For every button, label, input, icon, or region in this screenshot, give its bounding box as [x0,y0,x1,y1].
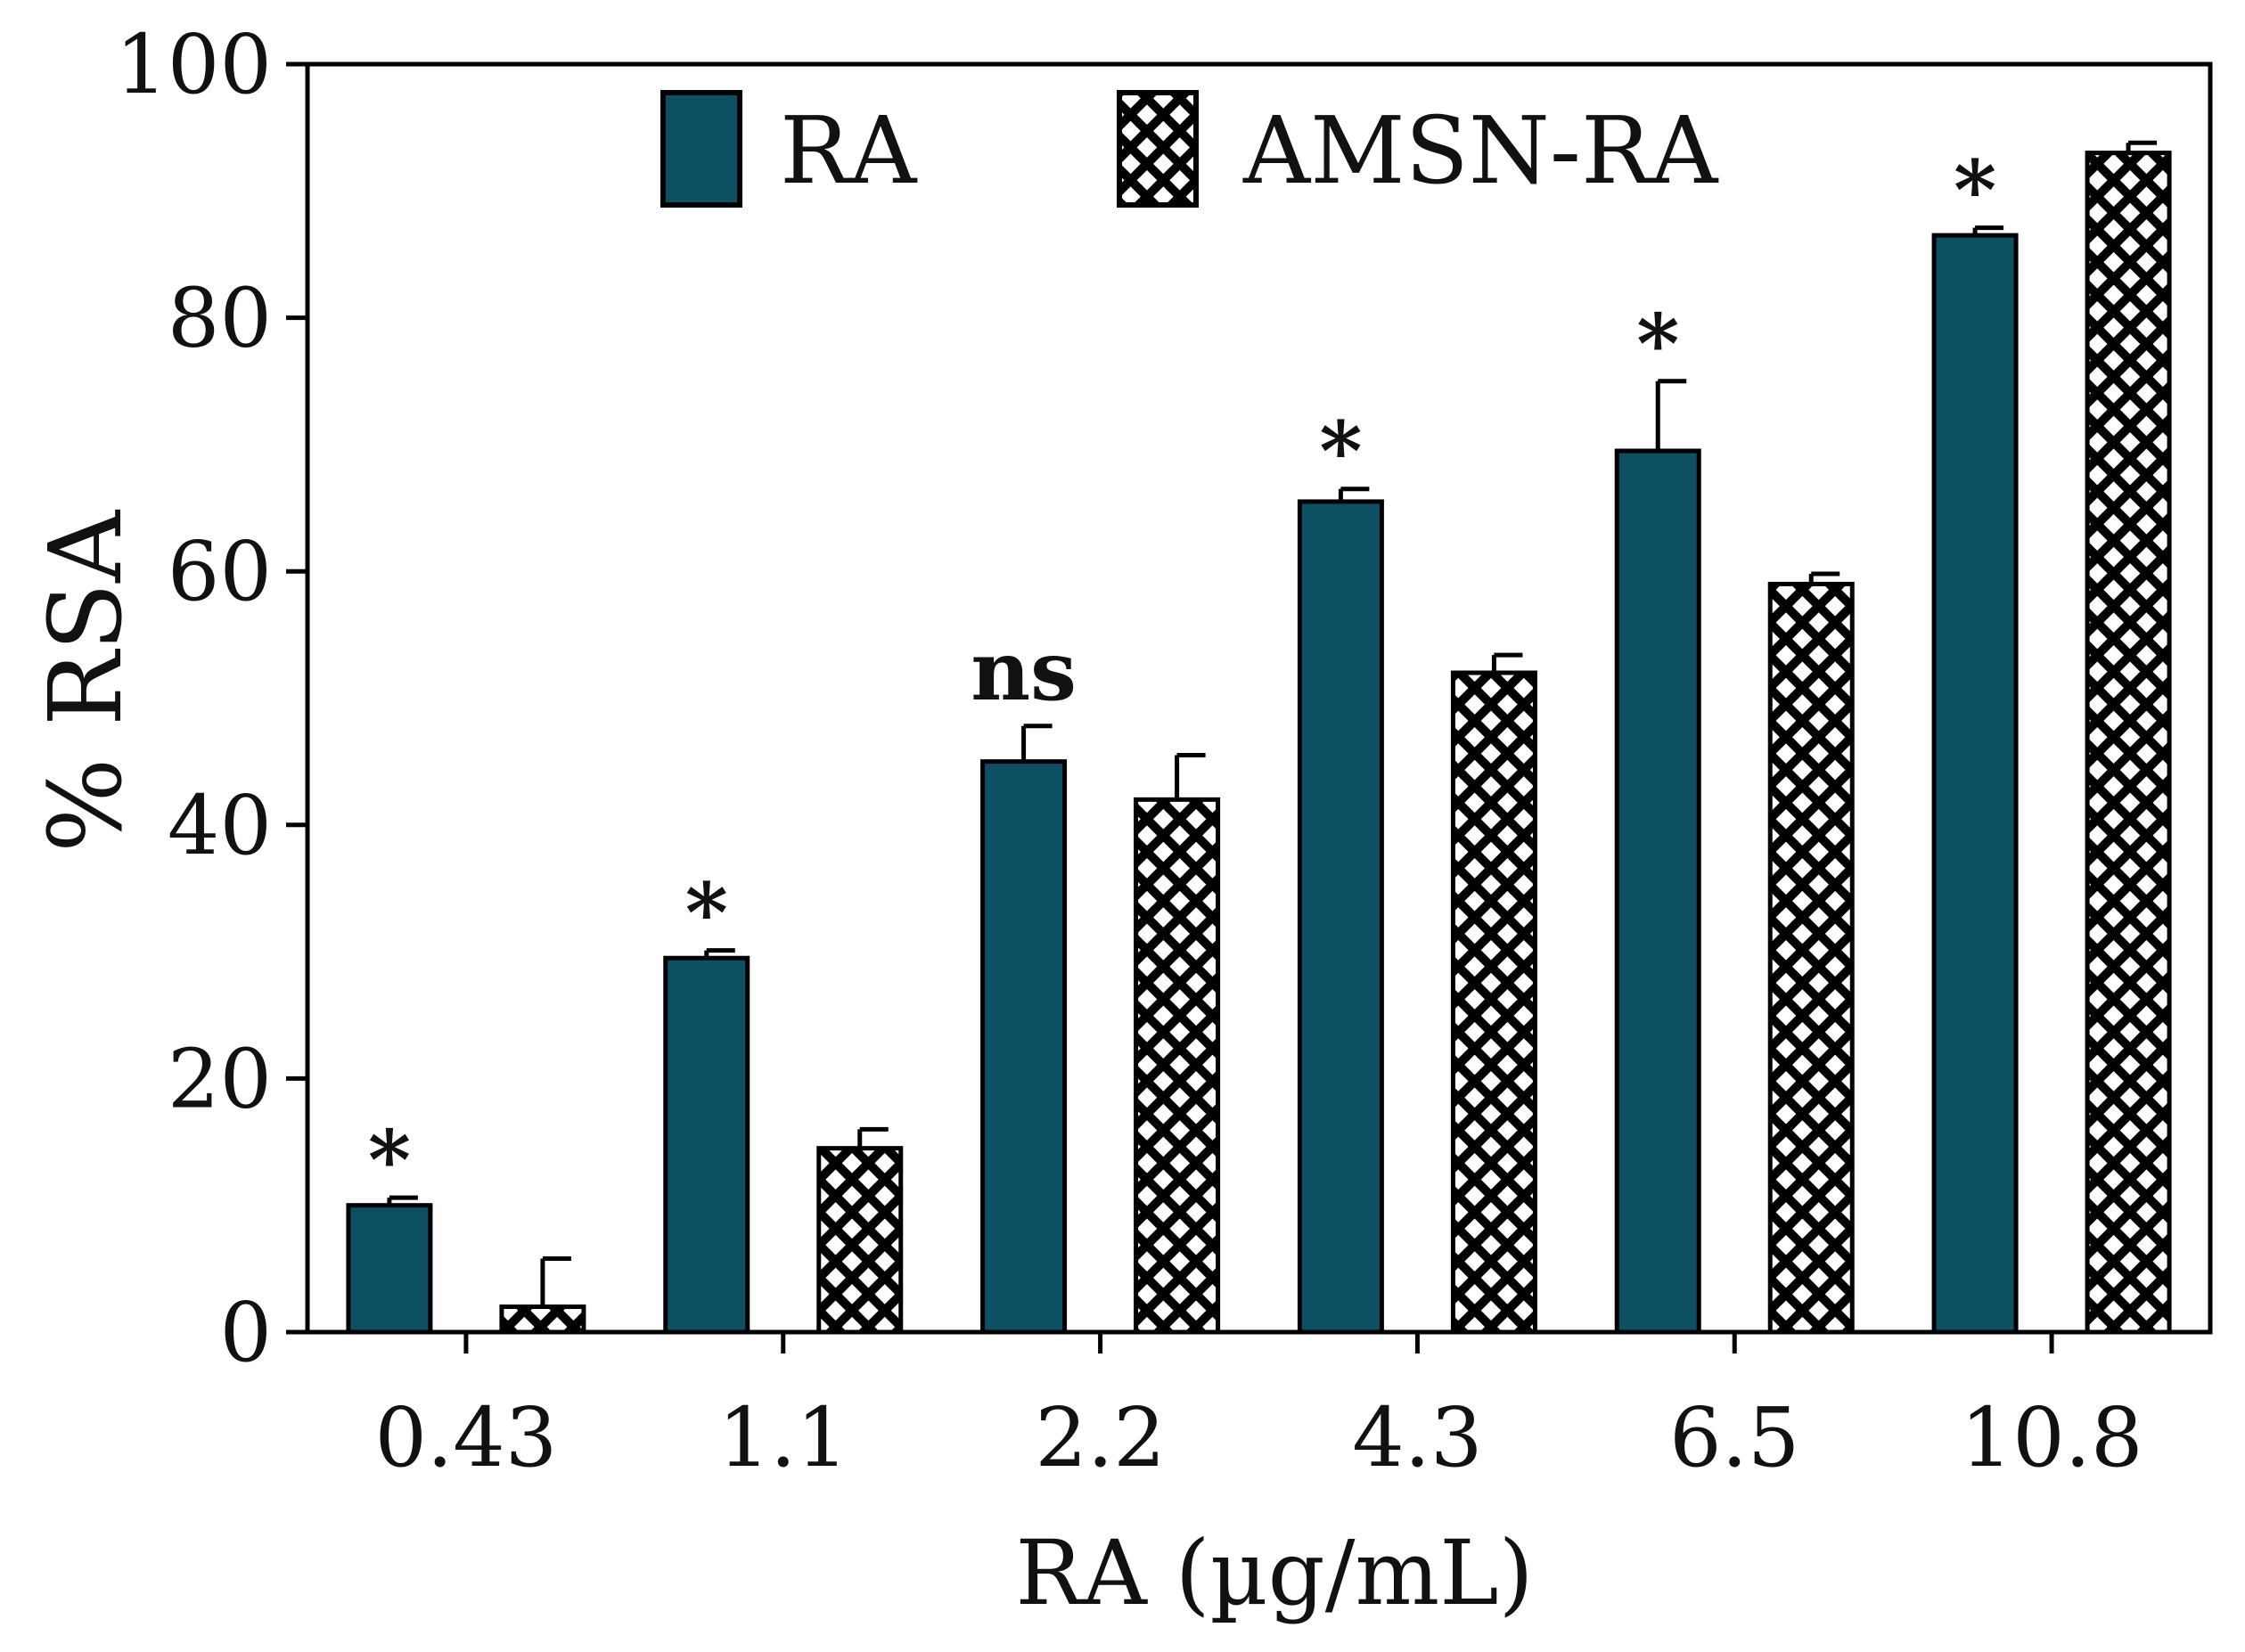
x-axis-title: RA (µg/mL) [1015,1521,1533,1625]
legend: RA AMSN-RA [660,90,1719,208]
bar-ra [1614,448,1701,1335]
bar-ra [346,1203,433,1335]
y-tick-label: 0 [219,1285,272,1380]
legend-swatch-ra [660,90,742,208]
significance-label: * [1954,143,1996,239]
bar-amsn-ra [1767,581,1855,1335]
bar-amsn-ra [816,1146,904,1335]
legend-label-ra: RA [780,96,918,205]
bar-ra [980,759,1068,1335]
x-tick-label: 0.43 [374,1390,557,1485]
y-axis-title: % RSA [29,510,144,853]
significance-label: * [1636,296,1679,392]
bar-amsn-ra [2085,151,2172,1335]
x-tick-label: 1.1 [718,1390,848,1485]
bar-amsn-ra [1134,797,1221,1335]
x-tick-label: 10.8 [1961,1390,2143,1485]
significance-label: * [1319,404,1362,500]
y-tick-label: 20 [168,1031,272,1126]
bar-ra [1931,233,2019,1335]
significance-label: * [368,1112,411,1208]
significance-label: * [685,865,728,961]
y-tick-label: 80 [168,271,272,366]
x-tick-label: 2.2 [1035,1390,1165,1485]
x-tick-label: 4.3 [1352,1390,1482,1485]
bar-ra [663,955,750,1335]
y-tick-label: 40 [168,778,272,873]
y-tick-label: 100 [115,17,272,112]
bar-amsn-ra [499,1304,586,1335]
bar-amsn-ra [1450,670,1537,1335]
significance-label: ns [971,623,1077,719]
legend-swatch-amsn-ra [1117,90,1199,208]
legend-label-amsn-ra: AMSN-RA [1242,96,1719,205]
x-tick-label: 6.5 [1669,1390,1799,1485]
y-tick-label: 60 [168,524,272,619]
plot-frame [305,61,2213,1335]
bar-ra [1297,499,1384,1335]
